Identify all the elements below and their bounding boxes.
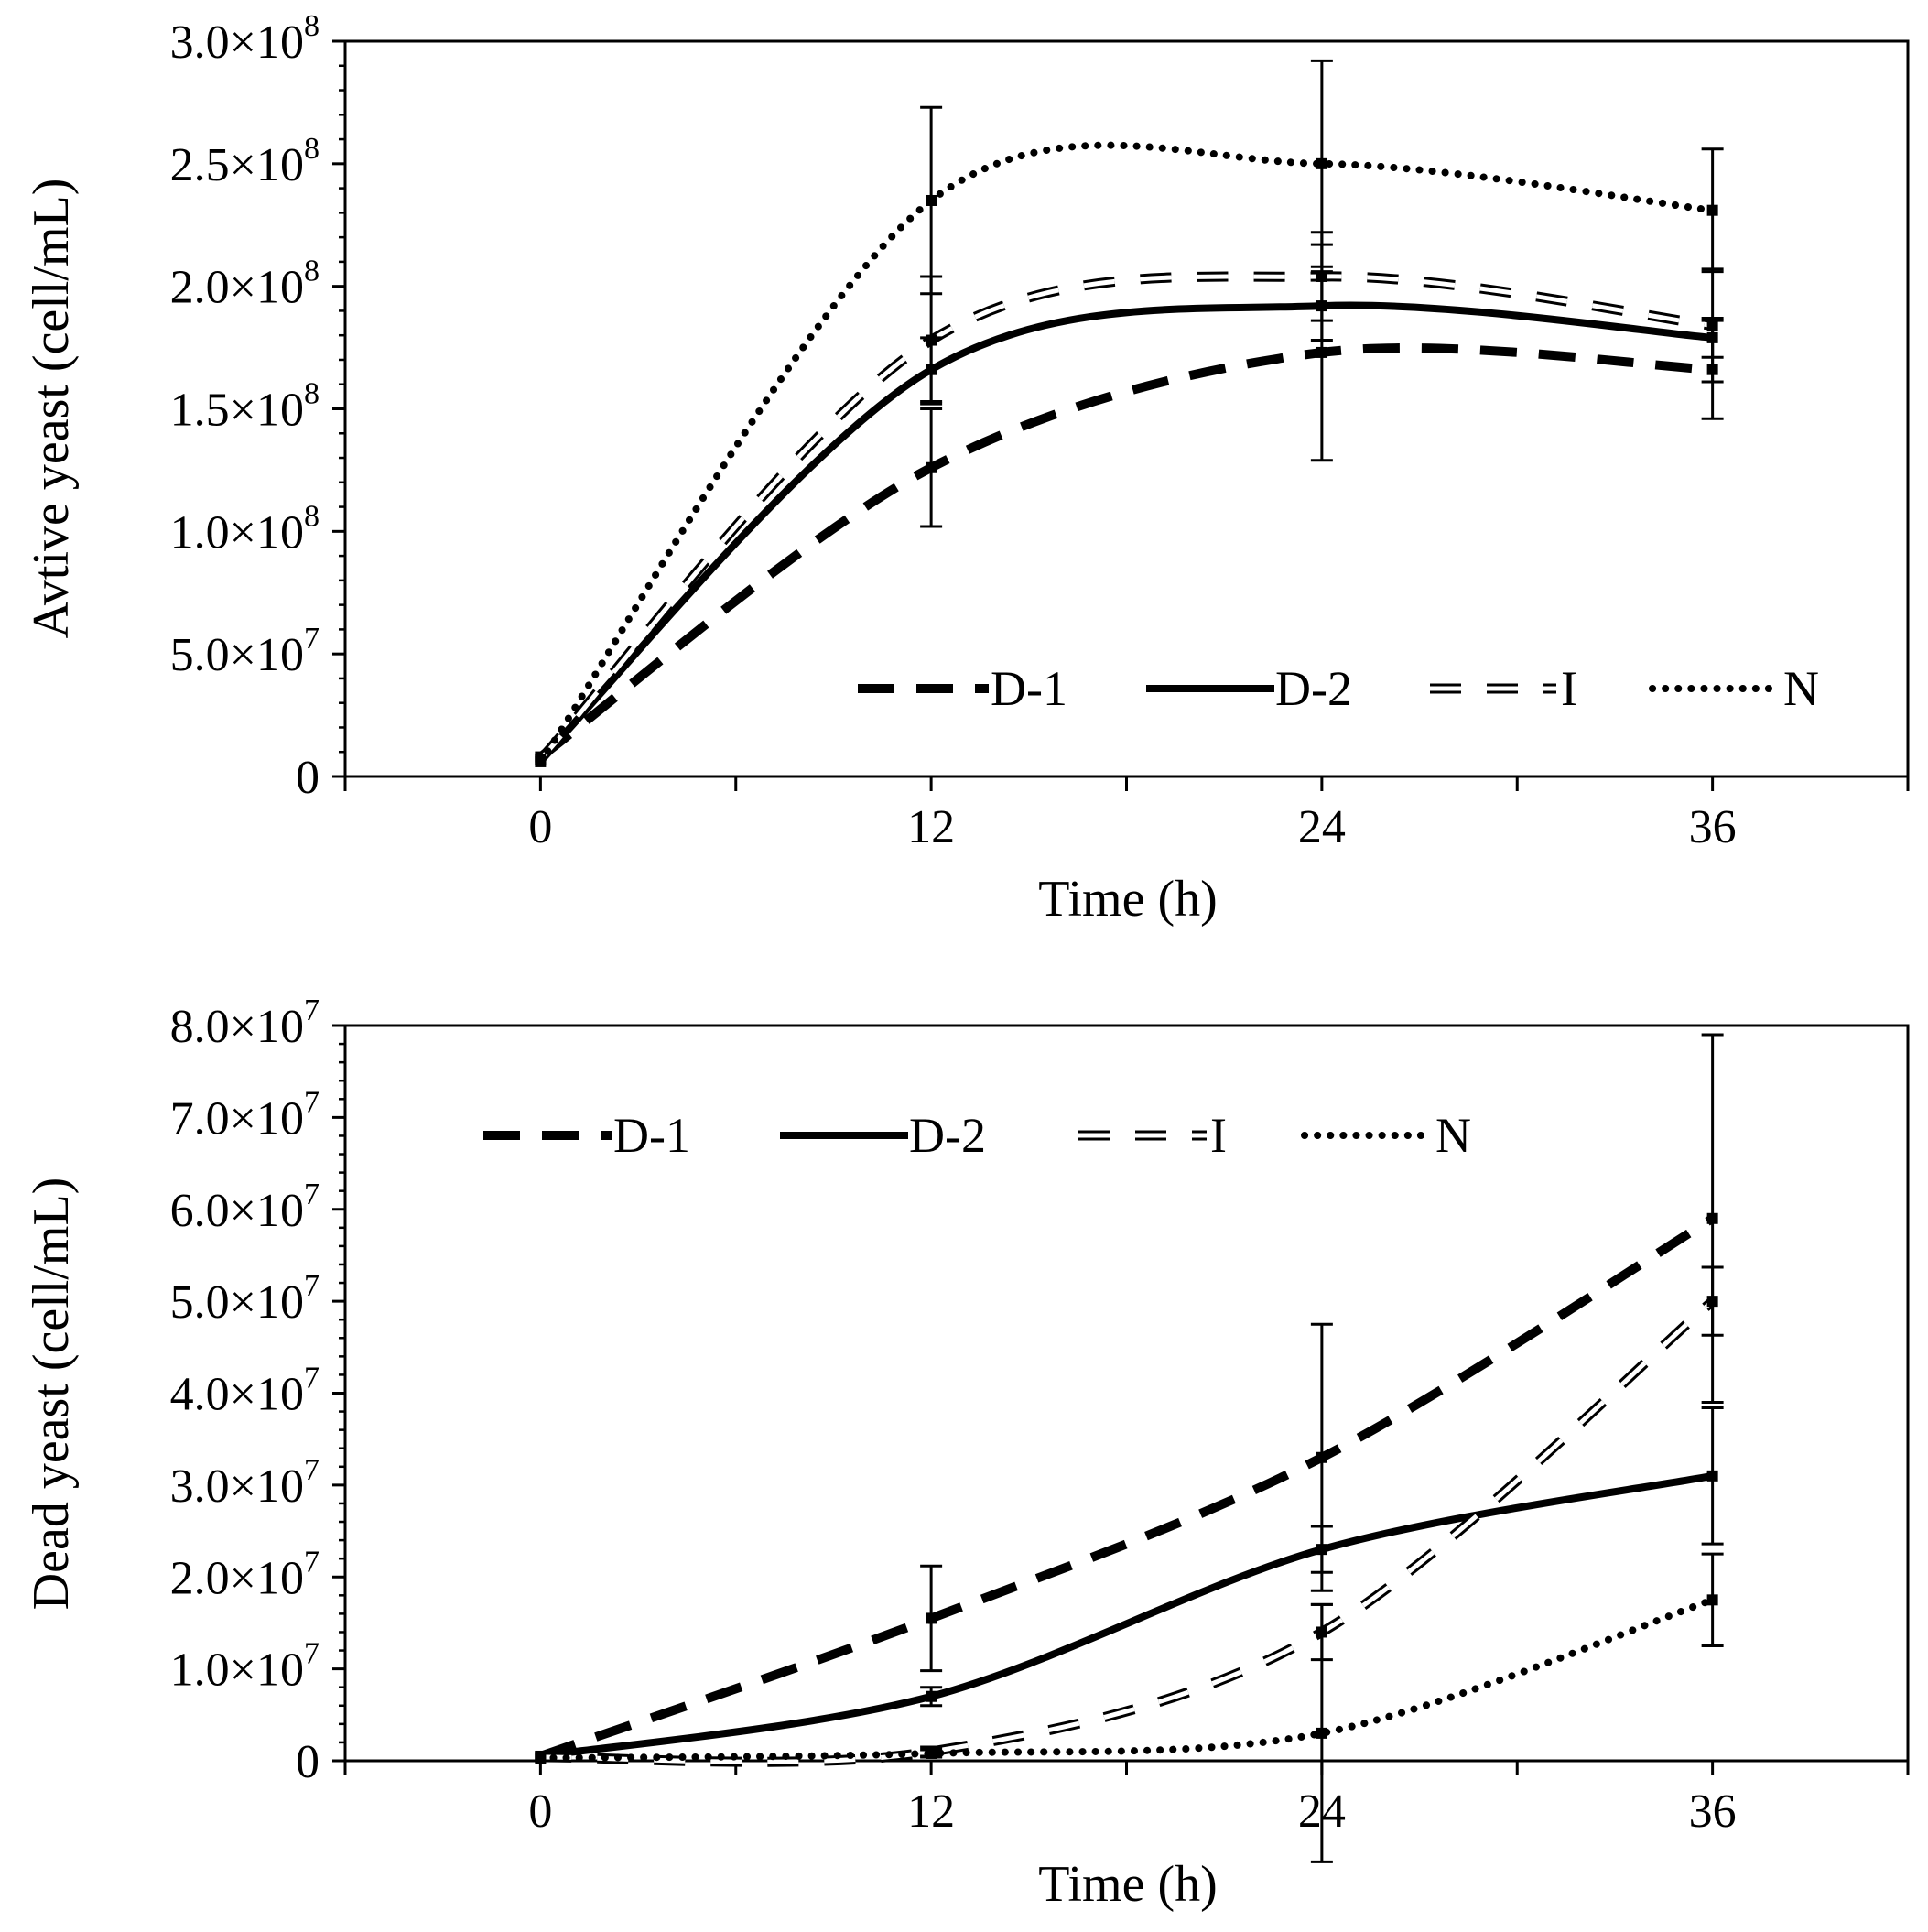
active-series-d-2-line <box>537 301 1713 763</box>
dead-yeast-chart: 0 1.0×107 2.0×107 3.0×107 4.0×107 5.0×107 6.0×… <box>23 993 1910 1913</box>
active-y-tick-label-1: 5.0×107 <box>170 622 320 681</box>
active-legend-d2: D-2 <box>1146 661 1352 716</box>
active-y-axis: 0 5.0×107 1.0×108 1.5×108 2.0×108 2.5×108 3.0×… <box>170 9 345 804</box>
dead-series-n-point-0 <box>535 1752 547 1764</box>
active-x-tick-label-3: 36 <box>1689 801 1737 853</box>
active-y-minor-ticks <box>339 64 345 754</box>
dead-series-n-line <box>536 1596 1717 1762</box>
dead-x-tick-label-0: 0 <box>528 1785 552 1838</box>
dead-y-axis: 0 1.0×107 2.0×107 3.0×107 4.0×107 5.0×107 6.0×… <box>170 993 345 1788</box>
dead-x-tick-label-3: 36 <box>1689 1785 1737 1838</box>
active-y-tick-label-4: 2.0×108 <box>170 255 320 314</box>
active-series-n-line <box>536 141 1717 765</box>
active-x-tick-label-1: 12 <box>907 801 955 853</box>
dead-legend-i: I <box>1078 1108 1227 1163</box>
active-y-tick-label-2: 1.0×108 <box>170 499 320 559</box>
dead-legend-i-label: I <box>1210 1108 1227 1163</box>
active-series-n-point-0 <box>535 755 547 767</box>
active-legend-d1: D-1 <box>858 661 1067 716</box>
active-legend-i: I <box>1430 661 1577 716</box>
dead-y-tick-label-2: 2.0×107 <box>170 1545 320 1604</box>
dead-y-tick-label-0: 0 <box>296 1736 320 1788</box>
dead-legend: D-1 D-2 I N <box>483 1108 1471 1163</box>
dead-legend-n-label: N <box>1435 1108 1471 1163</box>
active-x-axis-title: Time (h) <box>1038 871 1218 928</box>
active-y-axis-title: Avtive yeast (cell/mL) <box>23 179 80 639</box>
dead-y-tick-label-4: 4.0×107 <box>170 1362 320 1421</box>
dead-legend-d2: D-2 <box>780 1108 986 1163</box>
dead-error-bars <box>920 1033 1724 1863</box>
dead-legend-d1-label: D-1 <box>613 1108 690 1163</box>
dead-y-axis-title: Dead yeast (cell/mL) <box>23 1178 80 1611</box>
active-y-tick-label-3: 1.5×108 <box>170 377 320 437</box>
active-series-i-line-inner <box>538 274 1713 761</box>
dead-y-tick-label-7: 7.0×107 <box>170 1085 320 1145</box>
active-y-tick-label-6: 3.0×108 <box>170 9 320 69</box>
active-y-tick-label-5: 2.5×108 <box>170 132 320 191</box>
active-legend-n-label: N <box>1783 661 1819 716</box>
dead-legend-n: N <box>1301 1108 1471 1163</box>
active-legend-d2-label: D-2 <box>1275 661 1352 716</box>
active-error-bars <box>920 59 1724 528</box>
dead-y-tick-label-3: 3.0×107 <box>170 1453 320 1513</box>
active-legend-i-label: I <box>1561 661 1577 716</box>
active-series-group <box>535 141 1718 767</box>
dead-y-tick-label-8: 8.0×107 <box>170 993 320 1053</box>
active-legend-n: N <box>1649 661 1819 716</box>
dead-legend-d2-label: D-2 <box>909 1108 986 1163</box>
dead-y-tick-label-6: 6.0×107 <box>170 1178 320 1237</box>
dead-series-i-line-inner <box>540 1299 1715 1764</box>
dead-legend-d1: D-1 <box>483 1108 690 1163</box>
active-legend-d1-label: D-1 <box>991 661 1067 716</box>
active-series-d-1-line <box>537 343 1713 761</box>
active-legend: D-1 D-2 I N <box>858 661 1819 716</box>
active-x-axis: 0 12 24 36 <box>343 776 1910 853</box>
dead-series-d-2-line <box>539 1471 1714 1760</box>
active-x-tick-label-0: 0 <box>528 801 552 853</box>
dead-y-tick-label-1: 1.0×107 <box>170 1637 320 1697</box>
active-x-tick-label-2: 24 <box>1298 801 1346 853</box>
dead-series-group <box>535 1212 1718 1767</box>
dead-x-tick-label-1: 12 <box>907 1785 955 1838</box>
active-yeast-chart: 0 5.0×107 1.0×108 1.5×108 2.0×108 2.5×108 3.0×… <box>23 9 1910 928</box>
dead-y-tick-label-5: 5.0×107 <box>170 1269 320 1329</box>
active-y-tick-label-0: 0 <box>296 752 320 804</box>
dead-x-axis-title: Time (h) <box>1038 1856 1218 1913</box>
dead-y-minor-ticks <box>339 1042 345 1744</box>
dead-series-d-1-line <box>538 1214 1716 1761</box>
